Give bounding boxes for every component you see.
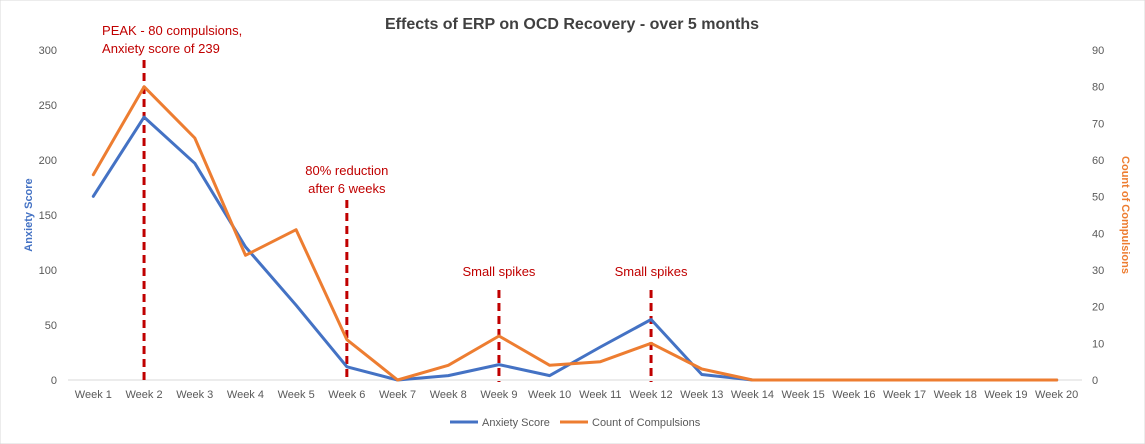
y-right-tick-label: 60 xyxy=(1092,155,1104,167)
annotation-label: Small spikes xyxy=(462,264,535,279)
x-tick-label: Week 8 xyxy=(430,389,467,401)
x-tick-label: Week 16 xyxy=(832,389,875,401)
x-tick-label: Week 10 xyxy=(528,389,571,401)
x-tick-label: Week 20 xyxy=(1035,389,1078,401)
y-right-tick-label: 0 xyxy=(1092,375,1098,387)
x-tick-label: Week 9 xyxy=(480,389,517,401)
y-left-tick-label: 50 xyxy=(45,320,57,332)
y-right-tick-label: 20 xyxy=(1092,302,1104,314)
annotation-label: PEAK - 80 compulsions, xyxy=(102,23,242,38)
y-left-tick-label: 250 xyxy=(39,100,57,112)
annotation-label: Small spikes xyxy=(615,264,688,279)
y-right-tick-label: 90 xyxy=(1092,45,1104,57)
y-left-tick-label: 150 xyxy=(39,210,57,222)
x-tick-label: Week 12 xyxy=(629,389,672,401)
y-left-axis-title: Anxiety Score xyxy=(23,178,35,251)
annotation-label: 80% reduction xyxy=(305,163,388,178)
chart-title: Effects of ERP on OCD Recovery - over 5 … xyxy=(385,16,759,33)
x-tick-label: Week 1 xyxy=(75,389,112,401)
y-right-tick-label: 80 xyxy=(1092,82,1104,94)
y-right-tick-label: 70 xyxy=(1092,118,1104,130)
y-right-tick-label: 40 xyxy=(1092,228,1104,240)
x-tick-label: Week 2 xyxy=(126,389,163,401)
x-tick-label: Week 15 xyxy=(782,389,825,401)
x-tick-label: Week 14 xyxy=(731,389,774,401)
y-right-tick-label: 30 xyxy=(1092,265,1104,277)
x-tick-label: Week 13 xyxy=(680,389,723,401)
legend-label: Count of Compulsions xyxy=(592,417,701,429)
y-right-axis-title: Count of Compulsions xyxy=(1119,156,1131,274)
x-tick-label: Week 3 xyxy=(176,389,213,401)
x-tick-label: Week 6 xyxy=(328,389,365,401)
annotation-label: after 6 weeks xyxy=(308,181,386,196)
y-left-tick-label: 200 xyxy=(39,155,57,167)
x-tick-label: Week 18 xyxy=(934,389,977,401)
x-tick-label: Week 17 xyxy=(883,389,926,401)
y-right-tick-label: 10 xyxy=(1092,338,1104,350)
series-line-count-of-compulsions xyxy=(91,85,1059,382)
x-tick-label: Week 19 xyxy=(984,389,1027,401)
x-tick-label: Week 7 xyxy=(379,389,416,401)
legend-label: Anxiety Score xyxy=(482,417,550,429)
y-left-tick-label: 300 xyxy=(39,45,57,57)
x-tick-label: Week 5 xyxy=(278,389,315,401)
y-left-tick-label: 0 xyxy=(51,375,57,387)
annotation-label: Anxiety score of 239 xyxy=(102,41,220,56)
x-tick-label: Week 11 xyxy=(579,389,621,401)
y-left-tick-label: 100 xyxy=(39,265,57,277)
y-right-tick-label: 50 xyxy=(1092,192,1104,204)
x-tick-label: Week 4 xyxy=(227,389,264,401)
